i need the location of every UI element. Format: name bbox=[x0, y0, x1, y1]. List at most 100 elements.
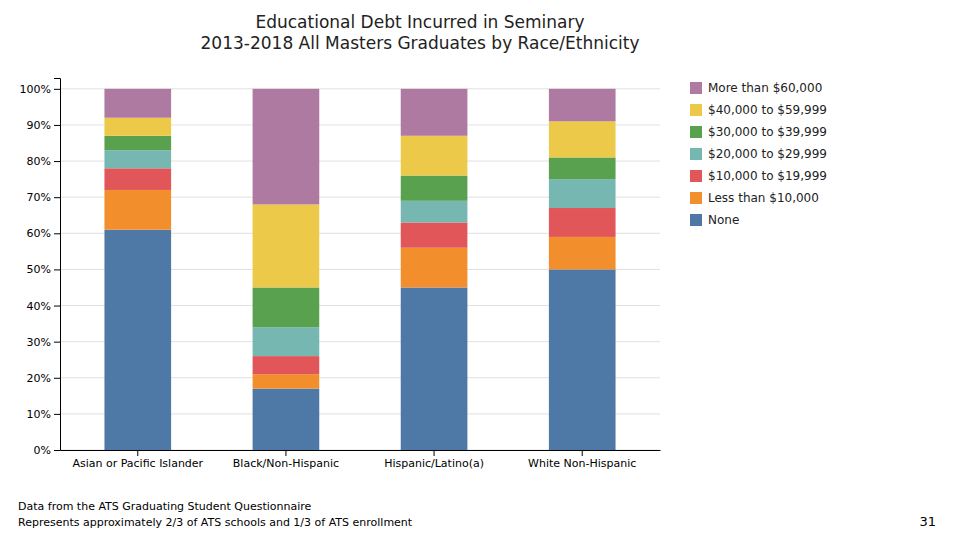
bar-segment bbox=[104, 190, 171, 230]
x-tick-label: White Non-Hispanic bbox=[528, 457, 636, 470]
y-axis-line bbox=[54, 79, 61, 451]
y-tick-label: 30% bbox=[27, 336, 51, 349]
x-tick: Black/Non-Hispanic bbox=[233, 450, 339, 470]
legend-swatch bbox=[690, 170, 702, 182]
legend-label: $30,000 to $39,999 bbox=[708, 125, 827, 139]
bar-segment bbox=[549, 269, 616, 450]
bar-segment bbox=[104, 150, 171, 168]
series bbox=[104, 136, 615, 327]
bar-segment bbox=[401, 176, 468, 201]
y-tick: 0% bbox=[34, 444, 60, 457]
chart: 0%10%20%30%40%50%60%70%80%90%100%Asian o… bbox=[0, 0, 960, 540]
legend-swatch bbox=[690, 192, 702, 204]
bar-segment bbox=[549, 121, 616, 157]
bar-segment bbox=[104, 118, 171, 136]
legend-swatch bbox=[690, 214, 702, 226]
background bbox=[0, 0, 960, 540]
y-tick-label: 20% bbox=[27, 372, 51, 385]
x-tick: Hispanic/Latino(a) bbox=[384, 450, 484, 470]
y-tick-mark bbox=[54, 161, 60, 162]
page-number: 31 bbox=[919, 514, 936, 529]
y-tick-label: 80% bbox=[27, 155, 51, 168]
x-tick-mark bbox=[582, 450, 583, 456]
legend-swatch bbox=[690, 126, 702, 138]
footer-note: Data from the ATS Graduating Student Que… bbox=[18, 500, 312, 513]
y-tick-mark bbox=[54, 125, 60, 126]
title-line: Educational Debt Incurred in Seminary bbox=[255, 12, 584, 32]
bar-segment bbox=[104, 89, 171, 118]
bar-segment bbox=[253, 204, 320, 287]
bar-segment bbox=[549, 237, 616, 270]
legend-item: $20,000 to $29,999 bbox=[690, 147, 827, 161]
y-tick-label: 50% bbox=[27, 263, 51, 276]
grid bbox=[60, 89, 660, 450]
bar-segment bbox=[549, 157, 616, 179]
bar-segment bbox=[253, 327, 320, 356]
legend-label: $10,000 to $19,999 bbox=[708, 169, 827, 183]
bar-segment bbox=[401, 248, 468, 288]
bar-segment bbox=[401, 287, 468, 450]
y-tick-mark bbox=[54, 269, 60, 270]
y-tick: 10% bbox=[27, 408, 60, 421]
y-tick: 30% bbox=[27, 336, 60, 349]
y-tick-label: 100% bbox=[20, 83, 51, 96]
y-tick-mark bbox=[54, 89, 60, 90]
y-tick-mark bbox=[54, 233, 60, 234]
series bbox=[104, 150, 615, 356]
series bbox=[104, 190, 615, 389]
legend-item: More than $60,000 bbox=[690, 81, 822, 95]
y-tick: 50% bbox=[27, 263, 60, 276]
y-axis: 0%10%20%30%40%50%60%70%80%90%100% bbox=[20, 79, 61, 458]
y-tick: 60% bbox=[27, 227, 60, 240]
x-axis-line bbox=[61, 450, 661, 451]
bar-segment bbox=[104, 136, 171, 150]
series bbox=[104, 168, 615, 374]
title: Educational Debt Incurred in Seminary201… bbox=[201, 12, 640, 53]
bar-segment bbox=[104, 230, 171, 450]
bar-segment bbox=[549, 89, 616, 122]
x-tick-label: Black/Non-Hispanic bbox=[233, 457, 339, 470]
y-tick-mark bbox=[54, 414, 60, 415]
bar-segment bbox=[549, 179, 616, 208]
legend-label: $40,000 to $59,999 bbox=[708, 103, 827, 117]
bar-segment bbox=[401, 201, 468, 223]
series bbox=[104, 118, 615, 288]
y-tick: 80% bbox=[27, 155, 60, 168]
y-tick-mark bbox=[54, 342, 60, 343]
y-tick-mark bbox=[54, 306, 60, 307]
legend-item: $40,000 to $59,999 bbox=[690, 103, 827, 117]
bar-segment bbox=[401, 222, 468, 247]
legend-label: More than $60,000 bbox=[708, 81, 822, 95]
x-tick: White Non-Hispanic bbox=[528, 450, 636, 470]
x-tick-mark bbox=[285, 450, 286, 456]
bar-segment bbox=[253, 389, 320, 450]
bar-segment bbox=[401, 136, 468, 176]
y-tick-label: 10% bbox=[27, 408, 51, 421]
x-tick-mark bbox=[434, 450, 435, 456]
series bbox=[104, 89, 615, 205]
x-axis: Asian or Pacific Islander Black/Non-Hispa… bbox=[61, 450, 661, 470]
legend-label: Less than $10,000 bbox=[708, 191, 819, 205]
legend: More than $60,000 $40,000 to $59,999 $30,0… bbox=[690, 81, 827, 227]
x-tick-label: Hispanic/Latino(a) bbox=[384, 457, 484, 470]
plot-area: 0%10%20%30%40%50%60%70%80%90%100%Asian o… bbox=[20, 79, 661, 470]
bar-segment bbox=[253, 356, 320, 374]
y-tick-mark bbox=[54, 450, 60, 451]
y-tick-label: 70% bbox=[27, 191, 51, 204]
title-line: 2013-2018 All Masters Graduates by Race/… bbox=[201, 33, 640, 53]
bar-segment bbox=[401, 89, 468, 136]
y-tick-mark bbox=[54, 378, 60, 379]
series bbox=[104, 230, 615, 450]
bar-segment bbox=[253, 374, 320, 388]
bar-segment bbox=[253, 287, 320, 327]
legend-label: $20,000 to $29,999 bbox=[708, 147, 827, 161]
bar-segment bbox=[253, 89, 320, 205]
x-tick-label: Asian or Pacific Islander bbox=[72, 457, 203, 470]
y-tick: 100% bbox=[20, 83, 60, 96]
bar-segment bbox=[549, 208, 616, 237]
legend-label: None bbox=[708, 213, 739, 227]
bar-segment bbox=[104, 168, 171, 190]
y-tick-label: 60% bbox=[27, 227, 51, 240]
y-tick-label: 0% bbox=[34, 444, 51, 457]
legend-item: $10,000 to $19,999 bbox=[690, 169, 827, 183]
